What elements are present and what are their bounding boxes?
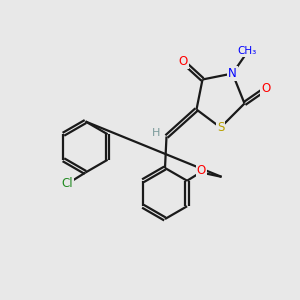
Text: CH₃: CH₃ <box>238 46 257 56</box>
Text: Cl: Cl <box>62 177 73 190</box>
Text: O: O <box>196 164 206 177</box>
Text: H: H <box>152 128 160 138</box>
Text: S: S <box>217 121 224 134</box>
Text: O: O <box>261 82 270 95</box>
Text: N: N <box>228 67 237 80</box>
Text: O: O <box>178 55 188 68</box>
